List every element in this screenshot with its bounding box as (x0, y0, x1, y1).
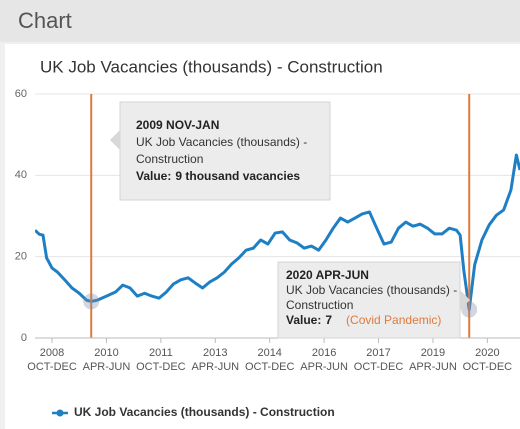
x-tick-label: 2011 (149, 347, 173, 359)
x-tick-label: OCT-DEC (245, 361, 295, 373)
y-tick-label: 60 (15, 88, 27, 100)
x-tick-label: 2013 (203, 347, 227, 359)
tooltip-value-prefix: Value: (136, 169, 171, 183)
x-tick-label: OCT-DEC (463, 361, 513, 373)
x-tick-label: APR-JUN (83, 361, 131, 373)
legend-marker (56, 409, 64, 417)
chart-title: UK Job Vacancies (thousands) - Construct… (40, 57, 383, 76)
tooltip-text: UK Job Vacancies (thousands) - (136, 135, 307, 149)
header-title: Chart (18, 8, 72, 33)
tooltip-value-prefix: Value: (286, 313, 321, 327)
header-bar (0, 0, 520, 42)
x-tick-label: 2008 (40, 347, 64, 359)
tooltip-title: 2020 APR-JUN (286, 268, 369, 282)
x-tick-label: APR-JUN (300, 361, 348, 373)
x-tick-label: 2019 (421, 347, 445, 359)
y-tick-label: 40 (15, 169, 27, 181)
x-tick-label: OCT-DEC (136, 361, 186, 373)
legend: UK Job Vacancies (thousands) - Construct… (52, 405, 335, 419)
annotations: 2009 NOV-JAN UK Job Vacancies (thousands)… (110, 101, 470, 339)
y-tick-label: 0 (21, 332, 27, 344)
x-tick-label: 2014 (257, 347, 281, 359)
x-tick-label: APR-JUN (191, 361, 239, 373)
tooltip-value: 9 thousand vacancies (175, 169, 300, 183)
x-tick-label: APR-JUN (409, 361, 457, 373)
x-tick-label: OCT-DEC (27, 361, 77, 373)
tooltip-pointer (110, 130, 120, 150)
series-line (35, 153, 520, 312)
annotation-note: (Covid Pandemic) (346, 313, 441, 327)
x-tick-label: 2010 (94, 347, 118, 359)
tooltip-text: Construction (136, 152, 203, 166)
tooltip-title: 2009 NOV-JAN (136, 118, 219, 132)
tooltip-box (119, 101, 331, 201)
y-tick-label: 20 (15, 251, 27, 263)
x-tick-label: OCT-DEC (354, 361, 404, 373)
tooltip-pointer (460, 290, 470, 310)
x-tick-label: 2016 (312, 347, 336, 359)
tooltip-value: 7 (325, 313, 332, 327)
tooltip-text: UK Job Vacancies (thousands) - (286, 283, 457, 297)
tooltip-box (277, 261, 461, 339)
axes: 0 20 40 60 2008 OCT-DEC 2010 APR-JUN 2011 OCT-DEC… (15, 88, 520, 373)
x-tick-label: 2017 (366, 347, 390, 359)
highlight-point (83, 293, 100, 310)
plot-area (35, 94, 520, 338)
x-tick-label: 2020 (475, 347, 499, 359)
highlight-point (461, 301, 478, 318)
legend-label: UK Job Vacancies (thousands) - Construct… (74, 405, 335, 419)
tooltip-text: Construction (286, 298, 353, 312)
